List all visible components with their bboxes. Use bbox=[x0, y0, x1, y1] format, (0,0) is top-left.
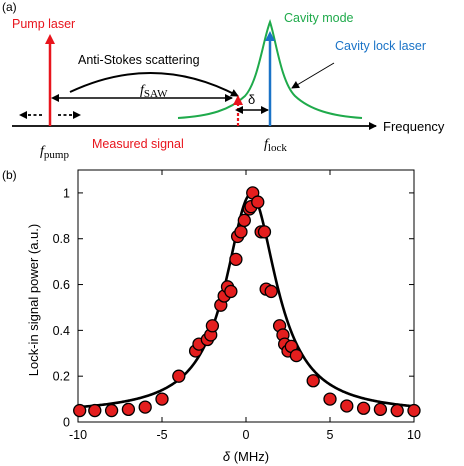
data-point bbox=[138, 400, 152, 414]
delta-label: δ bbox=[248, 92, 255, 107]
pump-laser-label: Pump laser bbox=[12, 17, 75, 31]
plot-area: -10 -5 0 5 10 0 0.2 0.4 0.6 0.8 1 bbox=[53, 169, 421, 442]
data-point bbox=[306, 374, 320, 388]
f-pump-label: fpump bbox=[40, 144, 69, 161]
cavity-mode-label: Cavity mode bbox=[284, 11, 354, 25]
frequency-label: Frequency bbox=[383, 119, 445, 134]
data-point bbox=[407, 403, 421, 418]
data-point bbox=[172, 369, 186, 383]
x-axis-title: δ (MHz) bbox=[223, 449, 269, 464]
y-axis-title: Lock-in signal power (a.u.) bbox=[26, 224, 41, 376]
data-point bbox=[121, 402, 136, 417]
data-point bbox=[155, 392, 169, 406]
cavity-mode-curve bbox=[177, 19, 363, 119]
cavity-pointer-arrow bbox=[291, 62, 335, 89]
cavity-lock-laser-label: Cavity lock laser bbox=[335, 39, 426, 53]
data-point bbox=[257, 225, 272, 239]
panel-a: (a) Frequency Pump laser Anti-Stokes sca… bbox=[2, 0, 445, 161]
data-point bbox=[356, 401, 371, 415]
x-tick-label: -10 bbox=[69, 428, 87, 442]
y-tick-label: 0.8 bbox=[53, 232, 70, 246]
data-point bbox=[323, 392, 337, 406]
y-tick-label: 0.4 bbox=[53, 324, 70, 338]
data-point bbox=[229, 252, 243, 266]
data-point bbox=[88, 403, 102, 418]
panel-b: (b) -10 -5 0 5 10 0 0.2 0.4 0.6 0.8 1 Lock-in sign… bbox=[2, 168, 421, 464]
x-tick-label: 5 bbox=[327, 428, 334, 442]
x-tick-label: 0 bbox=[243, 428, 250, 442]
data-point bbox=[237, 213, 251, 228]
data-point bbox=[264, 284, 278, 299]
y-tick-label: 0.2 bbox=[53, 370, 70, 384]
x-tick-label: -5 bbox=[156, 428, 167, 442]
data-point bbox=[104, 403, 119, 418]
f-lock-label: flock bbox=[264, 137, 287, 154]
data-point bbox=[73, 403, 87, 418]
y-tick-label: 0 bbox=[63, 416, 70, 430]
data-point bbox=[224, 284, 238, 299]
measured-signal-label: Measured signal bbox=[92, 137, 184, 151]
fit-curve bbox=[77, 192, 415, 409]
data-point bbox=[373, 402, 388, 417]
data-point bbox=[340, 399, 354, 413]
anti-stokes-arrow bbox=[69, 72, 239, 97]
panel-b-label: (b) bbox=[2, 168, 17, 182]
y-tick-label: 1 bbox=[63, 186, 70, 200]
y-tick-label: 0.6 bbox=[53, 278, 70, 292]
data-point bbox=[234, 225, 248, 239]
anti-stokes-label: Anti-Stokes scattering bbox=[78, 53, 200, 67]
data-point bbox=[205, 319, 220, 333]
f-saw-label: fSAW bbox=[140, 83, 168, 100]
data-point bbox=[289, 348, 304, 363]
x-tick-label: 10 bbox=[407, 428, 421, 442]
panel-a-label: (a) bbox=[2, 0, 17, 14]
data-point bbox=[251, 195, 265, 209]
data-point bbox=[390, 403, 404, 418]
